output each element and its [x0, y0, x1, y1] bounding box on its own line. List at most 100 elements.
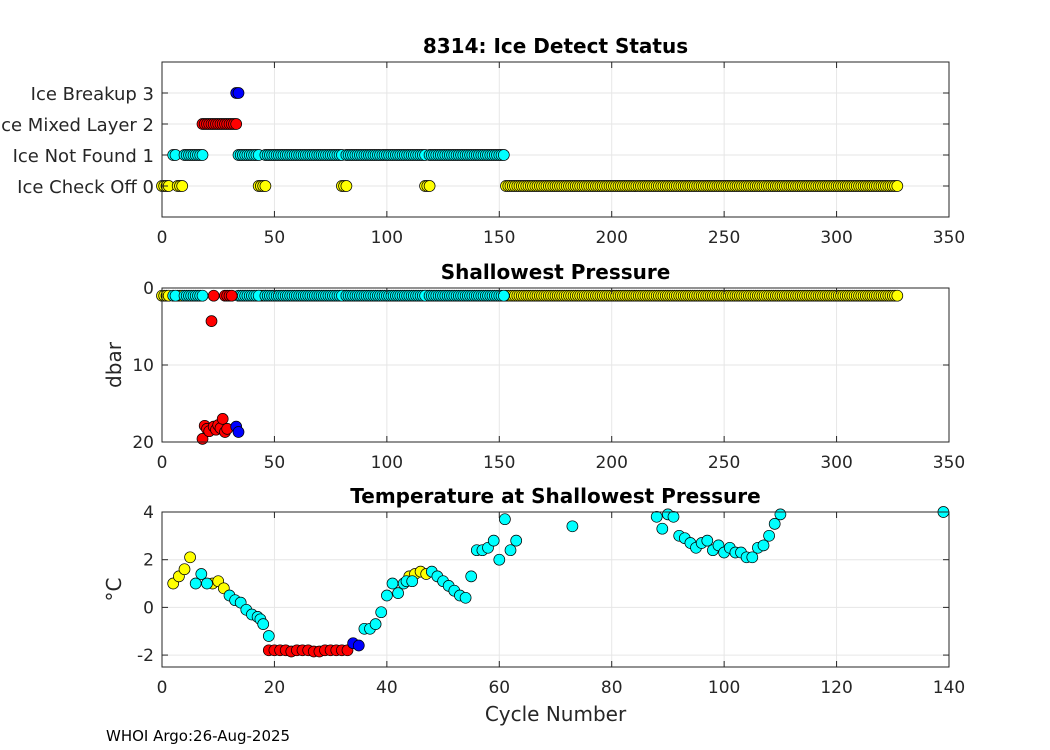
data-point [205, 315, 218, 327]
data-point [487, 534, 500, 547]
data-point [746, 551, 759, 564]
y-axis-label: °C [102, 578, 126, 602]
series-ice-not-found [167, 149, 510, 161]
x-tick-label: 0 [157, 453, 168, 473]
x-tick-label: 100 [708, 678, 740, 698]
data-point [465, 570, 478, 583]
x-tick-label: 60 [488, 678, 510, 698]
x-tick-label: 300 [820, 228, 852, 248]
series-ice-mixed-layer-surface- [207, 289, 238, 302]
y-tick-label: Ice Not Found 1 [13, 146, 154, 167]
ice-detect-panel: 0 50 100 150 200 250 300 350 Ice Check Off 0 Ice … [0, 34, 965, 248]
y-tick-label: 10 [132, 356, 154, 376]
data-point [189, 577, 202, 590]
y-tick-label: 2 [143, 551, 154, 571]
series-ice-mixed-layer [196, 315, 234, 445]
data-point [216, 413, 229, 425]
y-tick-label: Ice Breakup 3 [31, 84, 154, 105]
series-ice-breakup [230, 420, 245, 438]
data-point [459, 591, 472, 604]
chart-title: Temperature at Shallowest Pressure [350, 484, 760, 508]
series-ice-not-found [167, 289, 510, 302]
data-point [207, 289, 220, 302]
data-point [891, 180, 904, 192]
shallowest-pressure-panel: 0 50 100 150 200 250 300 350 0 10 20 Shallowest Pre… [102, 260, 965, 473]
plot-area [162, 62, 949, 217]
data-point [386, 577, 399, 590]
data-point [232, 426, 245, 438]
y-tick-label: 0 [143, 279, 154, 299]
data-point [259, 180, 272, 192]
x-tick-label: 250 [708, 228, 740, 248]
series-ice-mixed-layer [196, 118, 243, 130]
data-point [891, 289, 904, 302]
y-tick-label: Ice Check Off 0 [17, 177, 154, 198]
y-tick-label: -2 [137, 646, 154, 666]
x-tick-label: 350 [933, 453, 965, 473]
data-point [504, 544, 517, 557]
data-point [774, 508, 787, 521]
y-axis-label: dbar [102, 341, 126, 388]
data-point [656, 522, 669, 535]
x-tick-label: 200 [595, 453, 627, 473]
data-point [763, 529, 775, 542]
data-point [232, 87, 245, 99]
data-point [510, 534, 523, 547]
data-point [566, 520, 579, 533]
x-tick-label: 40 [376, 678, 398, 698]
data-point [257, 618, 270, 630]
y-tick-label: 4 [143, 503, 154, 523]
axes-box [161, 61, 950, 218]
axes-box [161, 511, 950, 668]
data-point [196, 149, 209, 161]
y-tick-label: 20 [132, 433, 154, 453]
x-tick-label: 20 [264, 678, 286, 698]
data-point [375, 606, 388, 619]
x-tick-label: 100 [371, 453, 403, 473]
data-point [369, 618, 382, 630]
x-tick-label: 200 [595, 228, 627, 248]
data-point [225, 289, 238, 302]
series-ice-not-found [189, 506, 950, 642]
series-ice-check-off [156, 180, 904, 192]
x-tick-label: 50 [264, 228, 286, 248]
chart-title: 8314: Ice Detect Status [423, 34, 688, 58]
data-point [701, 534, 714, 547]
x-tick-label: 140 [933, 678, 965, 698]
x-tick-label: 50 [264, 453, 286, 473]
x-tick-label: 0 [157, 678, 168, 698]
x-axis-label: Cycle Number [485, 702, 627, 726]
chart-title: Shallowest Pressure [441, 260, 671, 284]
data-point [497, 289, 510, 302]
data-point [176, 180, 189, 192]
data-point [406, 575, 419, 588]
data-point [650, 510, 663, 523]
data-point [392, 587, 404, 599]
x-tick-label: 150 [483, 228, 515, 248]
x-tick-label: 120 [820, 678, 852, 698]
x-tick-label: 300 [820, 453, 852, 473]
data-point [340, 180, 353, 192]
data-point [423, 180, 436, 192]
y-tick-label: 0 [143, 598, 154, 618]
data-point [768, 518, 781, 530]
series-ice-breakup [230, 87, 245, 99]
data-point [201, 577, 213, 590]
y-tick-label: Ice Mixed Layer 2 [0, 115, 154, 136]
data-point [493, 553, 506, 566]
data-point [499, 513, 511, 526]
data-point [184, 551, 196, 564]
x-tick-label: 350 [933, 228, 965, 248]
data-point [196, 289, 209, 302]
series-ice-breakup [347, 637, 365, 652]
data-point [757, 539, 770, 552]
series-ice-mixed-layer [262, 644, 354, 658]
data-point [381, 589, 393, 602]
data-point [230, 118, 243, 130]
x-tick-label: 250 [708, 453, 740, 473]
data-point [195, 568, 208, 580]
data-point [497, 149, 510, 161]
footer-text: WHOI Argo:26-Aug-2025 [106, 727, 290, 745]
